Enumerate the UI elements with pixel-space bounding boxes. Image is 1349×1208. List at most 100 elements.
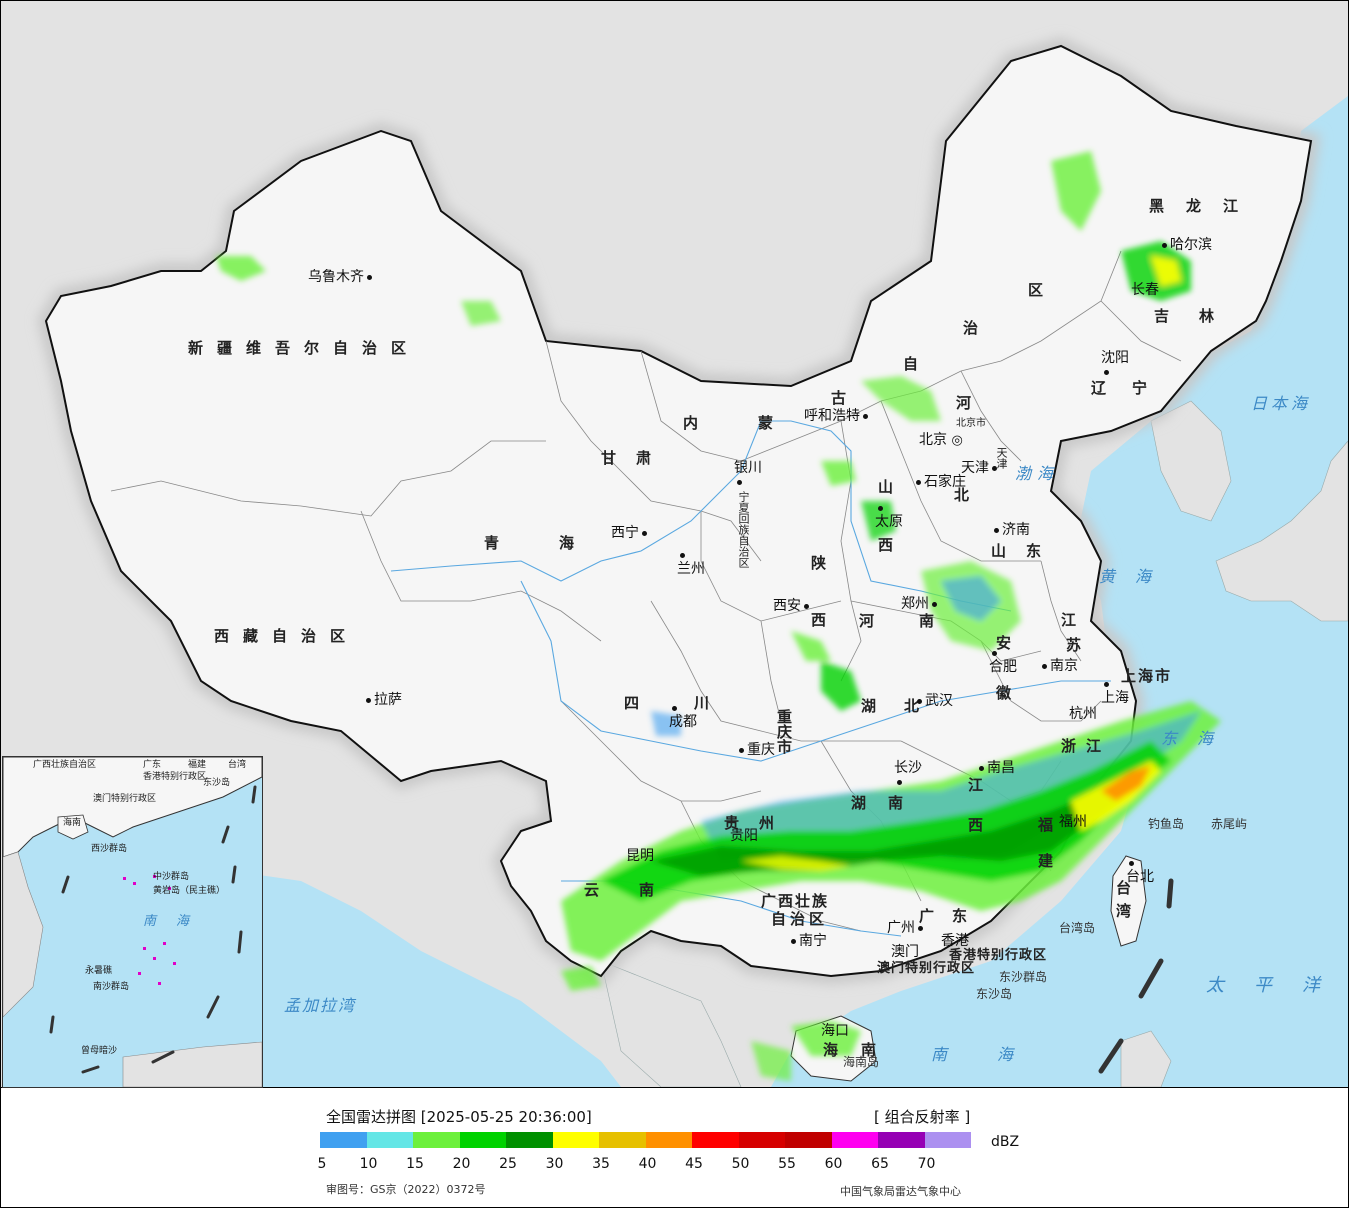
label-hubei-a: 湖 (861, 697, 877, 715)
label-hubei-b: 北 (904, 697, 920, 715)
island-chiwei: 赤尾屿 (1211, 817, 1248, 831)
city-hefei: 合肥 (989, 646, 1017, 674)
city-lanzhou: 兰州 (677, 548, 705, 576)
label-tianjin-prov: 天津 (995, 447, 1008, 469)
inset-label-zengmu: 曾母暗沙 (81, 1046, 118, 1056)
sea-huanghai: 黄海 (1099, 567, 1172, 586)
city-shenyang: 沈阳 (1101, 351, 1129, 379)
label-jiangsu-a: 江 (1061, 611, 1077, 629)
colorbar-tick-label: 55 (778, 1156, 796, 1172)
vietnam-land (600, 960, 742, 1087)
colorbar-tick-label: 5 (317, 1156, 327, 1172)
city-harbin: 哈尔滨 (1159, 238, 1212, 252)
label-liaoning: 辽宁 (1091, 379, 1174, 397)
label-hunan-a: 湖 (851, 794, 867, 812)
city-nanchang: 南昌 (976, 761, 1015, 775)
island-taiwan: 台湾岛 (1059, 921, 1096, 935)
inset-nine-dash (49, 785, 257, 1074)
label-shanghai: 上海市 (1121, 667, 1173, 685)
city-kunming: 昆明 (626, 848, 654, 864)
colorbar-tick-label: 45 (685, 1156, 703, 1172)
city-hohhot: 呼和浩特 (804, 409, 871, 423)
label-jiangxi-b: 西 (968, 816, 984, 834)
inset-label-dongsha: 东沙岛 (203, 778, 231, 788)
inset-label-hk: 香港特别行政区 (143, 772, 207, 782)
label-jiangsu-b: 苏 (1066, 636, 1082, 654)
label-shanxi-b: 西 (878, 536, 894, 554)
colorbar-tick-label: 35 (592, 1156, 610, 1172)
label-chongqing: 重庆市 (775, 709, 793, 754)
label-jilin: 吉林 (1154, 307, 1245, 325)
issuing-center: 中国气象局雷达气象中心 (840, 1185, 961, 1198)
city-beijing-city: 北京市 (956, 418, 986, 429)
label-henan: 河南 (859, 612, 980, 630)
city-changchun: 长春 (1131, 282, 1159, 298)
taiwan-island (1110, 855, 1147, 947)
label-xinjiang: 新疆维吾尔自治区 (188, 339, 421, 357)
inset-label-guangdong: 广东 (143, 760, 162, 770)
inset-borneo (122, 1041, 262, 1087)
city-taipei: 台北 (1126, 856, 1154, 884)
japan-land (1215, 440, 1348, 622)
label-shaanxi-a: 陕 (811, 554, 827, 572)
city-xian: 西安 (773, 599, 812, 613)
inset-hainan (57, 814, 89, 840)
label-jiangxi-a: 江 (968, 776, 984, 794)
legend-title: 全国雷达拼图 [2025-05-25 20:36:00] (326, 1108, 592, 1126)
province-boundaries (110, 250, 1182, 932)
city-nanjing: 南京 (1039, 659, 1078, 673)
colorbar-swatch (692, 1132, 739, 1148)
city-beijing: 北京 ◎ (919, 432, 963, 448)
colorbar-swatch (366, 1132, 413, 1148)
label-hainan-b: 南 (861, 1041, 877, 1059)
label-hk: 香港特别行政区 (949, 948, 1048, 963)
city-macau: 澳门 (891, 944, 919, 960)
city-fuzhou: 福州 (1059, 814, 1087, 830)
label-anhui-a: 安 (996, 634, 1012, 652)
city-yinchuan: 银川 (734, 461, 762, 489)
colorbar-tick-label: 30 (545, 1156, 564, 1172)
colorbar-tick-label: 50 (731, 1156, 750, 1172)
sea-bengal: 孟加拉湾 (284, 996, 357, 1015)
label-neimenggu-b: 古 (831, 389, 847, 407)
nine-dash-segments (1098, 878, 1174, 1074)
korea-land (1150, 400, 1232, 522)
inset-label-nanhai: 南海 (143, 914, 210, 929)
colorbar-swatch (831, 1132, 878, 1148)
colorbar-tick-label: 10 (359, 1156, 378, 1172)
inset-label-taiwan: 台湾 (228, 760, 247, 770)
label-guangdong: 广东 (919, 907, 986, 925)
radar-echoes (216, 151, 1221, 1081)
label-taiwan-a: 台 (1116, 879, 1132, 897)
colorbar-swatch (785, 1132, 832, 1148)
label-shaanxi-b: 西 (811, 611, 827, 629)
inset-land (3, 757, 262, 858)
china-map-svg (37, 37, 1348, 1087)
legend-product: [ 组合反射率 ] (874, 1108, 971, 1126)
philippines-land (1120, 1030, 1172, 1087)
label-macau: 澳门特别行政区 (877, 961, 976, 976)
island-diaoyu: 钓鱼岛 (1148, 817, 1185, 831)
sea-bohai: 渤海 (1015, 464, 1060, 483)
city-lhasa: 拉萨 (363, 693, 402, 707)
colorbar-swatch (506, 1132, 553, 1148)
legend-unit: dBZ (991, 1134, 1020, 1150)
colorbar-swatch (413, 1132, 460, 1148)
colorbar-swatch (552, 1132, 599, 1148)
label-shandong: 山东 (991, 542, 1062, 560)
colorbar-ticks: 5 10 15 20 25 30 35 40 45 50 55 60 65 70 (317, 1156, 1020, 1172)
inset-label-fujian: 福建 (188, 760, 207, 770)
inset-label-nansha: 南沙群岛 (93, 982, 130, 992)
colorbar-tick-label: 70 (917, 1156, 936, 1172)
label-fujian-a: 福 (1038, 816, 1054, 834)
legend-panel: 全国雷达拼图 [2025-05-25 20:36:00] [ 组合反射率 ] 5… (1, 1088, 1348, 1207)
colorbar-tick-label: 20 (452, 1156, 471, 1172)
colorbar-tick-label: 65 (871, 1156, 889, 1172)
colorbar-swatch (738, 1132, 785, 1148)
label-guangxi-b: 自治区 (771, 910, 829, 928)
city-shanghai: 上海 (1101, 677, 1129, 705)
city-changsha: 长沙 (894, 761, 922, 789)
inset-label-huangyan: 黄岩岛（民主礁） (153, 886, 226, 896)
label-hunan-b: 南 (888, 794, 904, 812)
